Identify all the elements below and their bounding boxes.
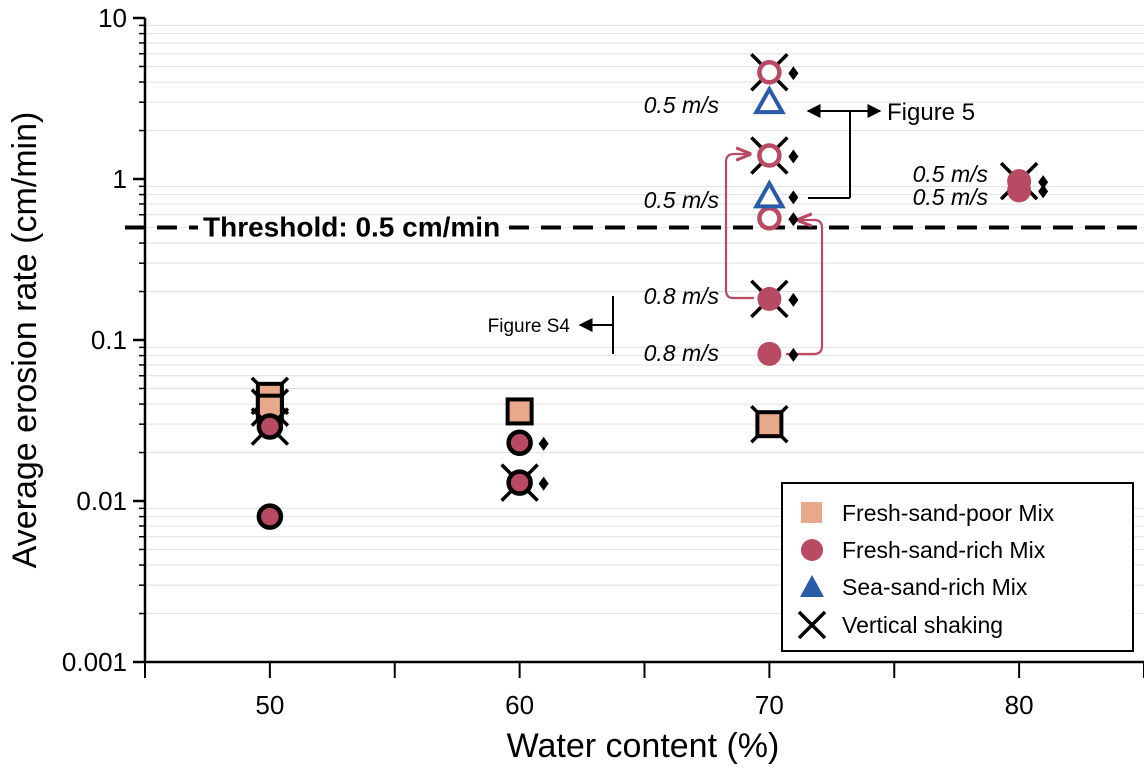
data-point-square xyxy=(750,404,789,444)
x-axis-title: Water content (%) xyxy=(507,727,780,765)
speed-label-80-upper: 0.5 m/s xyxy=(913,161,989,187)
figure5-label: Figure 5 xyxy=(887,99,975,126)
data-point-circle xyxy=(506,429,549,457)
circle-marker xyxy=(757,286,782,311)
square-marker xyxy=(505,397,534,426)
x-tick-label: 50 xyxy=(255,690,284,720)
square-marker xyxy=(755,410,784,439)
data-point-triangle xyxy=(752,85,786,115)
speed-label-80-lower: 0.5 m/s xyxy=(913,184,989,210)
data-point-circle xyxy=(757,206,799,231)
data-point-circle xyxy=(750,279,799,319)
triangle-icon xyxy=(800,575,824,597)
circle-marker xyxy=(256,413,284,440)
diamond-marker xyxy=(1038,175,1049,190)
data-point-circle xyxy=(750,136,799,175)
threshold: Threshold: 0.5 cm/min xyxy=(125,211,1144,242)
legend-label-fresh-sand-rich: Fresh-sand-rich Mix xyxy=(842,537,1046,563)
legend: Fresh-sand-poor Mix Fresh-sand-rich Mix … xyxy=(781,482,1134,652)
threshold-label: Threshold: 0.5 cm/min xyxy=(203,211,500,242)
axes xyxy=(133,16,1144,678)
data-point-triangle xyxy=(752,179,799,209)
diamond-marker xyxy=(538,436,549,451)
figure5-bracket xyxy=(806,104,882,199)
legend-label-vertical-shaking: Vertical shaking xyxy=(842,612,1003,638)
y-axis-title: Average erosion rate (cm/min) xyxy=(6,112,44,569)
speed-label-lower-08: 0.8 m/s xyxy=(644,340,720,366)
circle-icon xyxy=(801,539,823,561)
circle-marker xyxy=(757,60,782,85)
y-tick-label: 0.01 xyxy=(76,486,127,516)
y-tick-label: 0.001 xyxy=(62,647,127,677)
threshold-label-background xyxy=(198,222,506,233)
legend-item-sea-sand-rich: Sea-sand-rich Mix xyxy=(800,574,1028,600)
data-point-circle xyxy=(250,407,290,446)
diamond-marker xyxy=(1038,184,1049,199)
circle-marker xyxy=(757,143,782,168)
circle-marker xyxy=(506,429,533,457)
diamond-marker xyxy=(788,347,799,362)
triangle-marker xyxy=(752,179,786,209)
circle-marker xyxy=(506,469,533,496)
diamond-marker xyxy=(788,149,799,164)
speed-label-upper-08: 0.8 m/s xyxy=(644,283,720,309)
diamond-marker xyxy=(538,476,549,491)
data-points xyxy=(250,53,1049,530)
data-point-square xyxy=(505,397,534,426)
figureS4-label: Figure S4 xyxy=(488,316,571,337)
legend-label-fresh-sand-poor: Fresh-sand-poor Mix xyxy=(842,500,1055,526)
y-tick-label: 1 xyxy=(113,164,127,194)
legend-item-fresh-sand-poor: Fresh-sand-poor Mix xyxy=(801,500,1055,526)
diamond-marker xyxy=(788,66,799,81)
tick-labels: 0.001 0.01 0.1 1 10 50 60 70 80 xyxy=(62,3,1034,720)
x-tick-label: 80 xyxy=(1005,690,1034,720)
x-tick-label: 70 xyxy=(755,690,784,720)
data-point-circle xyxy=(256,503,284,530)
speed-label-mid: 0.5 m/s xyxy=(644,187,720,213)
data-point-circle xyxy=(1007,178,1049,203)
data-point-circle xyxy=(750,53,799,92)
diamond-marker xyxy=(788,212,799,227)
circle-marker xyxy=(757,341,782,366)
legend-label-sea-sand-rich: Sea-sand-rich Mix xyxy=(842,574,1028,600)
square-icon xyxy=(801,502,822,523)
comparison-arrows xyxy=(724,154,824,356)
speed-label-top: 0.5 m/s xyxy=(644,92,720,118)
annotations: 0.5 m/s 0.5 m/s 0.8 m/s 0.8 m/s 0.5 m/s … xyxy=(488,92,989,366)
minor-gridlines xyxy=(145,24,1144,615)
x-icon xyxy=(797,610,827,640)
diamond-marker xyxy=(788,190,799,205)
circle-marker xyxy=(256,503,284,530)
y-tick-label: 0.1 xyxy=(91,325,127,355)
legend-item-vertical-shaking: Vertical shaking xyxy=(797,610,1003,640)
circle-marker xyxy=(757,206,782,231)
x-tick-label: 60 xyxy=(505,690,534,720)
y-tick-label: 10 xyxy=(98,3,127,33)
legend-item-fresh-sand-rich: Fresh-sand-rich Mix xyxy=(801,537,1046,563)
data-point-circle xyxy=(757,341,799,366)
triangle-marker xyxy=(752,85,786,115)
circle-marker xyxy=(1007,178,1032,203)
diamond-marker xyxy=(788,292,799,307)
legend-box xyxy=(781,482,1134,652)
data-point-circle xyxy=(500,463,549,502)
figureS4-bracket xyxy=(578,296,614,354)
